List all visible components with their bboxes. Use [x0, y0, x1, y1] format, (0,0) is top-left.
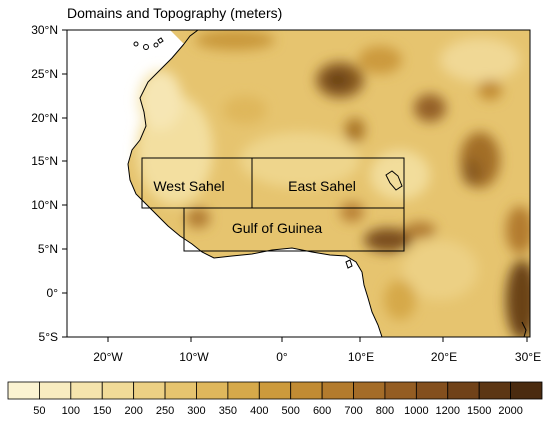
colorbar-tick-label: 300: [187, 405, 205, 417]
colorbar-tick-label: 350: [219, 405, 237, 417]
colorbar-tick-label: 1000: [404, 405, 428, 417]
map-title: Domains and Topography (meters): [67, 5, 282, 21]
lake-victoria-edge: [521, 321, 527, 338]
colorbar-swatch: [321, 381, 354, 400]
colorbar-tick-label: 100: [62, 405, 80, 417]
colorbar-tick-label: 500: [282, 405, 300, 417]
colorbar-swatch: [290, 381, 323, 400]
lat-tick-label: 0°: [47, 286, 59, 300]
coastline-mainland: [127, 43, 383, 338]
topo-lowland-chad: [370, 150, 430, 200]
topo-libya: [478, 80, 502, 100]
canary-islands: [133, 37, 164, 50]
map-panel: West Sahel East Sahel Gulf of Guinea: [66, 29, 531, 338]
lat-tick-label: 15°N: [31, 154, 58, 168]
colorbar-swatch: [164, 381, 197, 400]
colorbar-tick-label: 200: [124, 405, 142, 417]
lon-tick-label: 10°E: [348, 350, 374, 364]
topo-darfur: [462, 158, 482, 186]
domain-boxes: West Sahel East Sahel Gulf of Guinea: [141, 157, 405, 252]
colorbar-swatch: [7, 381, 40, 400]
lon-tick-label: 10°W: [179, 350, 209, 364]
bioko-island: [345, 259, 353, 269]
topo-east-highlands: [506, 260, 530, 337]
latitude-axis: 30°N 25°N 20°N 15°N 10°N 5°N 0° 5°S: [31, 23, 67, 344]
domain-label-east-sahel: East Sahel: [288, 178, 356, 194]
colorbar-swatch: [196, 381, 229, 400]
colorbar-tick-label: 1200: [436, 405, 460, 417]
lat-tick-label: 10°N: [31, 198, 58, 212]
colorbar-tick-label: 400: [250, 405, 268, 417]
lat-tick-label: 5°N: [38, 242, 58, 256]
topo-fouta: [186, 208, 210, 228]
map-frame: [66, 29, 531, 338]
topo-adamawa: [404, 222, 436, 238]
lat-tick-label: 5°S: [39, 330, 58, 344]
coastline-atlantic-north: [183, 29, 199, 45]
colorbar-tick-label: 250: [156, 405, 174, 417]
topo-jos: [340, 202, 364, 222]
colorbar-swatch: [101, 381, 135, 400]
colorbar-swatch: [39, 381, 72, 400]
domain-box-gulf-of-guinea: [183, 207, 405, 252]
colorbar-swatch: [70, 381, 103, 400]
colorbar-tick-label: 600: [313, 405, 331, 417]
lake-chad: [385, 170, 403, 191]
colorbar-swatch: [384, 381, 417, 400]
longitude-axis: 20°W 10°W 0° 10°E 20°E 30°E: [93, 337, 541, 364]
topo-gabon: [384, 280, 416, 320]
colorbar-swatch: [133, 381, 166, 400]
topo-lowland-sahel: [240, 132, 360, 188]
topo-cameroon: [364, 228, 412, 252]
topo-west-sahara: [223, 96, 267, 124]
colorbar-tick-label: 800: [376, 405, 394, 417]
colorbar-swatch: [478, 381, 511, 400]
colorbar-swatch: [353, 381, 386, 400]
lon-tick-label: 0°: [276, 350, 288, 364]
colorbar-tick-label: 700: [344, 405, 362, 417]
topo-lowland-coast: [138, 70, 182, 130]
topo-atlas: [195, 30, 275, 50]
lat-tick-label: 30°N: [31, 23, 58, 37]
colorbar-swatch: [227, 381, 260, 400]
colorbar-swatch: [415, 381, 449, 400]
topo-mid-sahara: [358, 46, 402, 74]
colorbar: 50 100 150 200 250 300 350 400 500 600 700 800 1000 1…: [7, 381, 543, 417]
topo-air: [345, 118, 365, 142]
topo-tibesti: [414, 94, 446, 122]
topo-lowland-congo: [402, 240, 478, 300]
lat-tick-label: 20°N: [31, 111, 58, 125]
colorbar-tick-label: 50: [33, 405, 45, 417]
colorbar-swatch: [447, 381, 480, 400]
colorbar-swatch: [258, 381, 292, 400]
topography-layer: [128, 30, 530, 337]
lon-tick-label: 20°E: [431, 350, 457, 364]
colorbar-tick-label: 2000: [498, 405, 522, 417]
lon-tick-label: 20°W: [93, 350, 123, 364]
lon-tick-label: 30°E: [515, 350, 541, 364]
domain-label-gulf-of-guinea: Gulf of Guinea: [232, 220, 322, 236]
lat-tick-label: 25°N: [31, 67, 58, 81]
domain-label-west-sahel: West Sahel: [153, 178, 224, 194]
topo-lowland-egypt: [440, 38, 520, 82]
colorbar-swatch: [510, 381, 543, 400]
colorbar-tick-label: 150: [93, 405, 111, 417]
topo-hoggar-core: [326, 71, 350, 89]
topo-east-north: [506, 206, 530, 254]
colorbar-tick-label: 1500: [467, 405, 491, 417]
